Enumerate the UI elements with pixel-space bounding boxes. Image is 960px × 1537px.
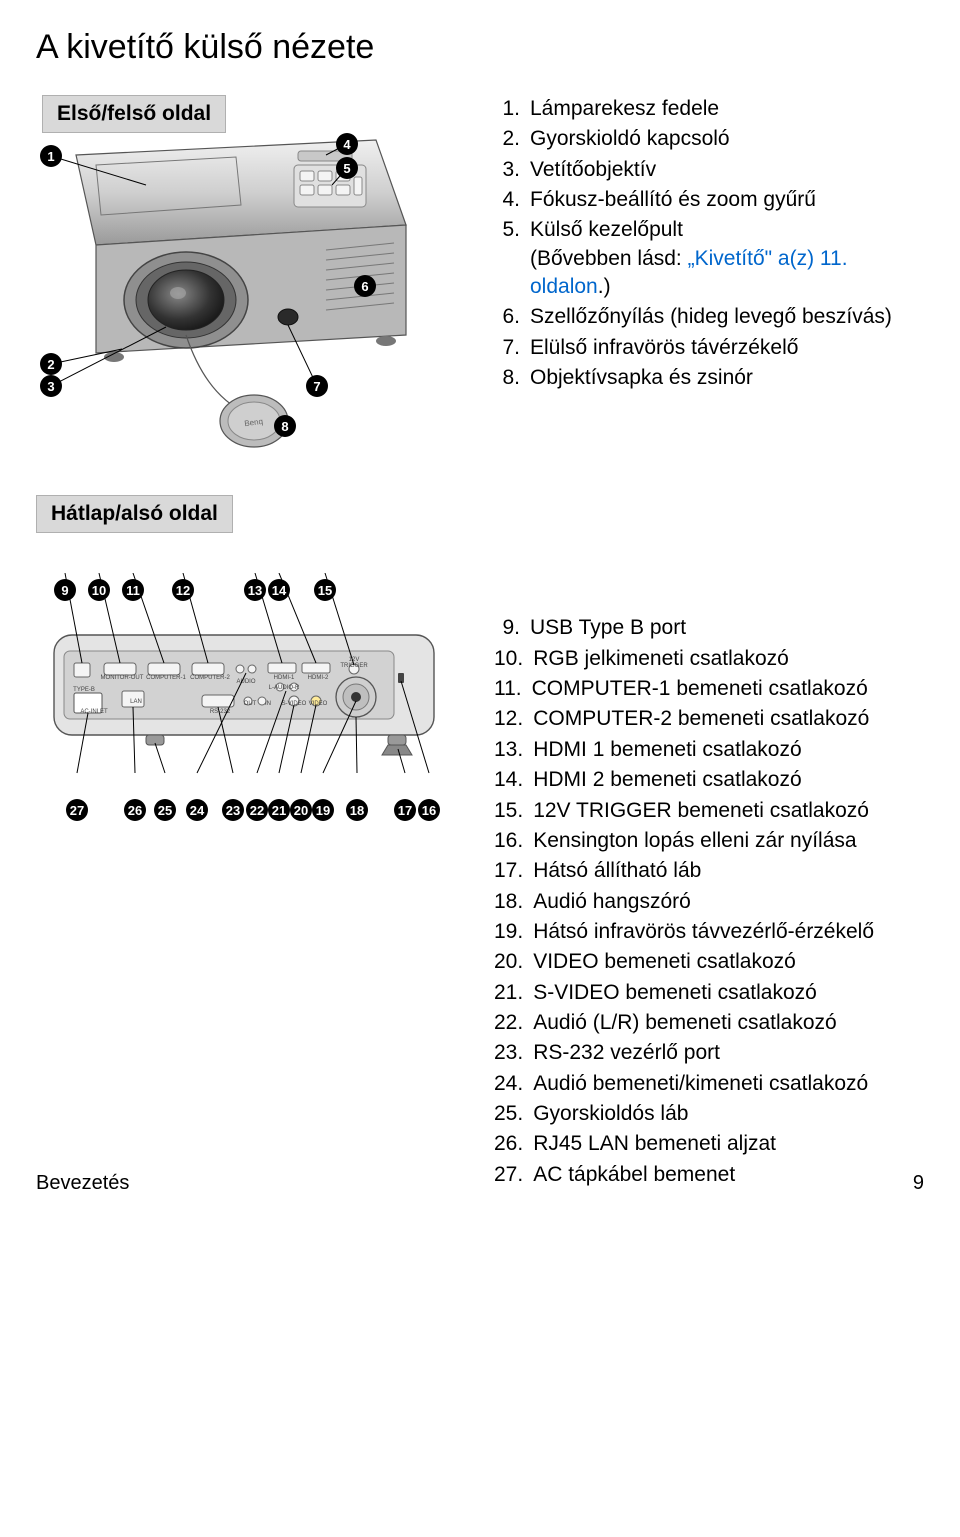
label-rear: Hátlap/alsó oldal: [36, 495, 233, 533]
list-item: 2.Gyorskioldó kapcsoló: [494, 125, 924, 153]
list-item: 8.Objektívsapka és zsinór: [494, 364, 924, 392]
callout-5: 5: [336, 157, 358, 179]
callout-27: 27: [66, 799, 88, 821]
callout-21: 21: [268, 799, 290, 821]
callout-15: 15: [314, 579, 336, 601]
callout-22: 22: [246, 799, 268, 821]
list-item: 26.RJ45 LAN bemeneti aljzat: [494, 1130, 924, 1158]
svg-text:MONITOR-OUT: MONITOR-OUT: [101, 675, 144, 681]
svg-text:OUT: OUT: [244, 701, 257, 707]
list-item: 10.RGB jelkimeneti csatlakozó: [494, 645, 924, 673]
list-item: 16.Kensington lopás elleni zár nyílása: [494, 827, 924, 855]
list-item: 22.Audió (L/R) bemeneti csatlakozó: [494, 1009, 924, 1037]
list-item: 23.RS-232 vezérlő port: [494, 1039, 924, 1067]
footer-section: Bevezetés: [36, 1172, 129, 1195]
callout-12: 12: [172, 579, 194, 601]
list-item: 15.12V TRIGGER bemeneti csatlakozó: [494, 797, 924, 825]
list-item: 17.Hátsó állítható láb: [494, 857, 924, 885]
svg-text:HDMI-1: HDMI-1: [274, 675, 295, 681]
list-item: 19.Hátsó infravörös távvezérlő-érzékelő: [494, 918, 924, 946]
list-item: 24.Audió bemeneti/kimeneti csatlakozó: [494, 1070, 924, 1098]
list-item: 3.Vetítőobjektív: [494, 156, 924, 184]
svg-text:HDMI-2: HDMI-2: [308, 675, 329, 681]
list-item: 18.Audió hangszóró: [494, 888, 924, 916]
list-item: 25.Gyorskioldós láb: [494, 1100, 924, 1128]
callout-10: 10: [88, 579, 110, 601]
svg-text:LAN: LAN: [130, 699, 142, 705]
svg-text:AC-INLET: AC-INLET: [80, 709, 108, 715]
diagram-front: Első/felső oldal: [36, 95, 466, 455]
list-front: 1.Lámparekesz fedele2.Gyorskioldó kapcso…: [494, 95, 924, 392]
svg-text:IN: IN: [265, 701, 271, 707]
list-item: 7.Elülső infravörös távérzékelő: [494, 334, 924, 362]
list-item: 12.COMPUTER-2 bemeneti csatlakozó: [494, 705, 924, 733]
callout-26: 26: [124, 799, 146, 821]
list-item: 9.USB Type B port: [494, 614, 924, 642]
callout-8: 8: [274, 415, 296, 437]
cross-ref-link[interactable]: „Kivetítő" a(z) 11. oldalon: [530, 247, 848, 298]
diagram-rear: 9 10 11 12 1314 15: [36, 573, 466, 833]
list-item: 21.S-VIDEO bemeneti csatlakozó: [494, 979, 924, 1007]
callout-7: 7: [306, 375, 328, 397]
callout-16: 16: [418, 799, 440, 821]
list-item: 20.VIDEO bemeneti csatlakozó: [494, 948, 924, 976]
callout-23: 23: [222, 799, 244, 821]
svg-text:COMPUTER-2: COMPUTER-2: [190, 675, 230, 681]
callout-14: 14: [268, 579, 290, 601]
callout-17: 17: [394, 799, 416, 821]
svg-text:TRIGGER: TRIGGER: [340, 663, 368, 669]
callout-2: 2: [40, 353, 62, 375]
list-item: 14.HDMI 2 bemeneti csatlakozó: [494, 766, 924, 794]
list-item: 5.Külső kezelőpult(Bővebben lásd: „Kivet…: [494, 216, 924, 301]
list-item: 6.Szellőzőnyílás (hideg levegő beszívás): [494, 303, 924, 331]
callout-24: 24: [186, 799, 208, 821]
list-item: 1.Lámparekesz fedele: [494, 95, 924, 123]
callout-19: 19: [312, 799, 334, 821]
list-item: 4.Fókusz-beállító és zoom gyűrű: [494, 186, 924, 214]
callout-3: 3: [40, 375, 62, 397]
svg-text:L-AUDIO-R: L-AUDIO-R: [269, 685, 300, 691]
svg-text:VIDEO: VIDEO: [309, 701, 328, 707]
callout-25: 25: [154, 799, 176, 821]
callout-1: 1: [40, 145, 62, 167]
callout-9: 9: [54, 579, 76, 601]
svg-text:COMPUTER-1: COMPUTER-1: [146, 675, 186, 681]
svg-text:TYPE-B: TYPE-B: [73, 687, 95, 693]
callout-18: 18: [346, 799, 368, 821]
callout-20: 20: [290, 799, 312, 821]
svg-text:AUDIO: AUDIO: [236, 679, 255, 685]
callout-6: 6: [354, 275, 376, 297]
footer-page-number: 9: [913, 1172, 924, 1195]
callout-4: 4: [336, 133, 358, 155]
list-item: 11.COMPUTER-1 bemeneti csatlakozó: [494, 675, 924, 703]
page-title: A kivetítő külső nézete: [36, 28, 924, 67]
callout-13: 13: [244, 579, 266, 601]
callout-11: 11: [122, 579, 144, 601]
list-item: 13.HDMI 1 bemeneti csatlakozó: [494, 736, 924, 764]
list-rear: 9.USB Type B port 10.RGB jelkimeneti csat…: [494, 614, 924, 1189]
